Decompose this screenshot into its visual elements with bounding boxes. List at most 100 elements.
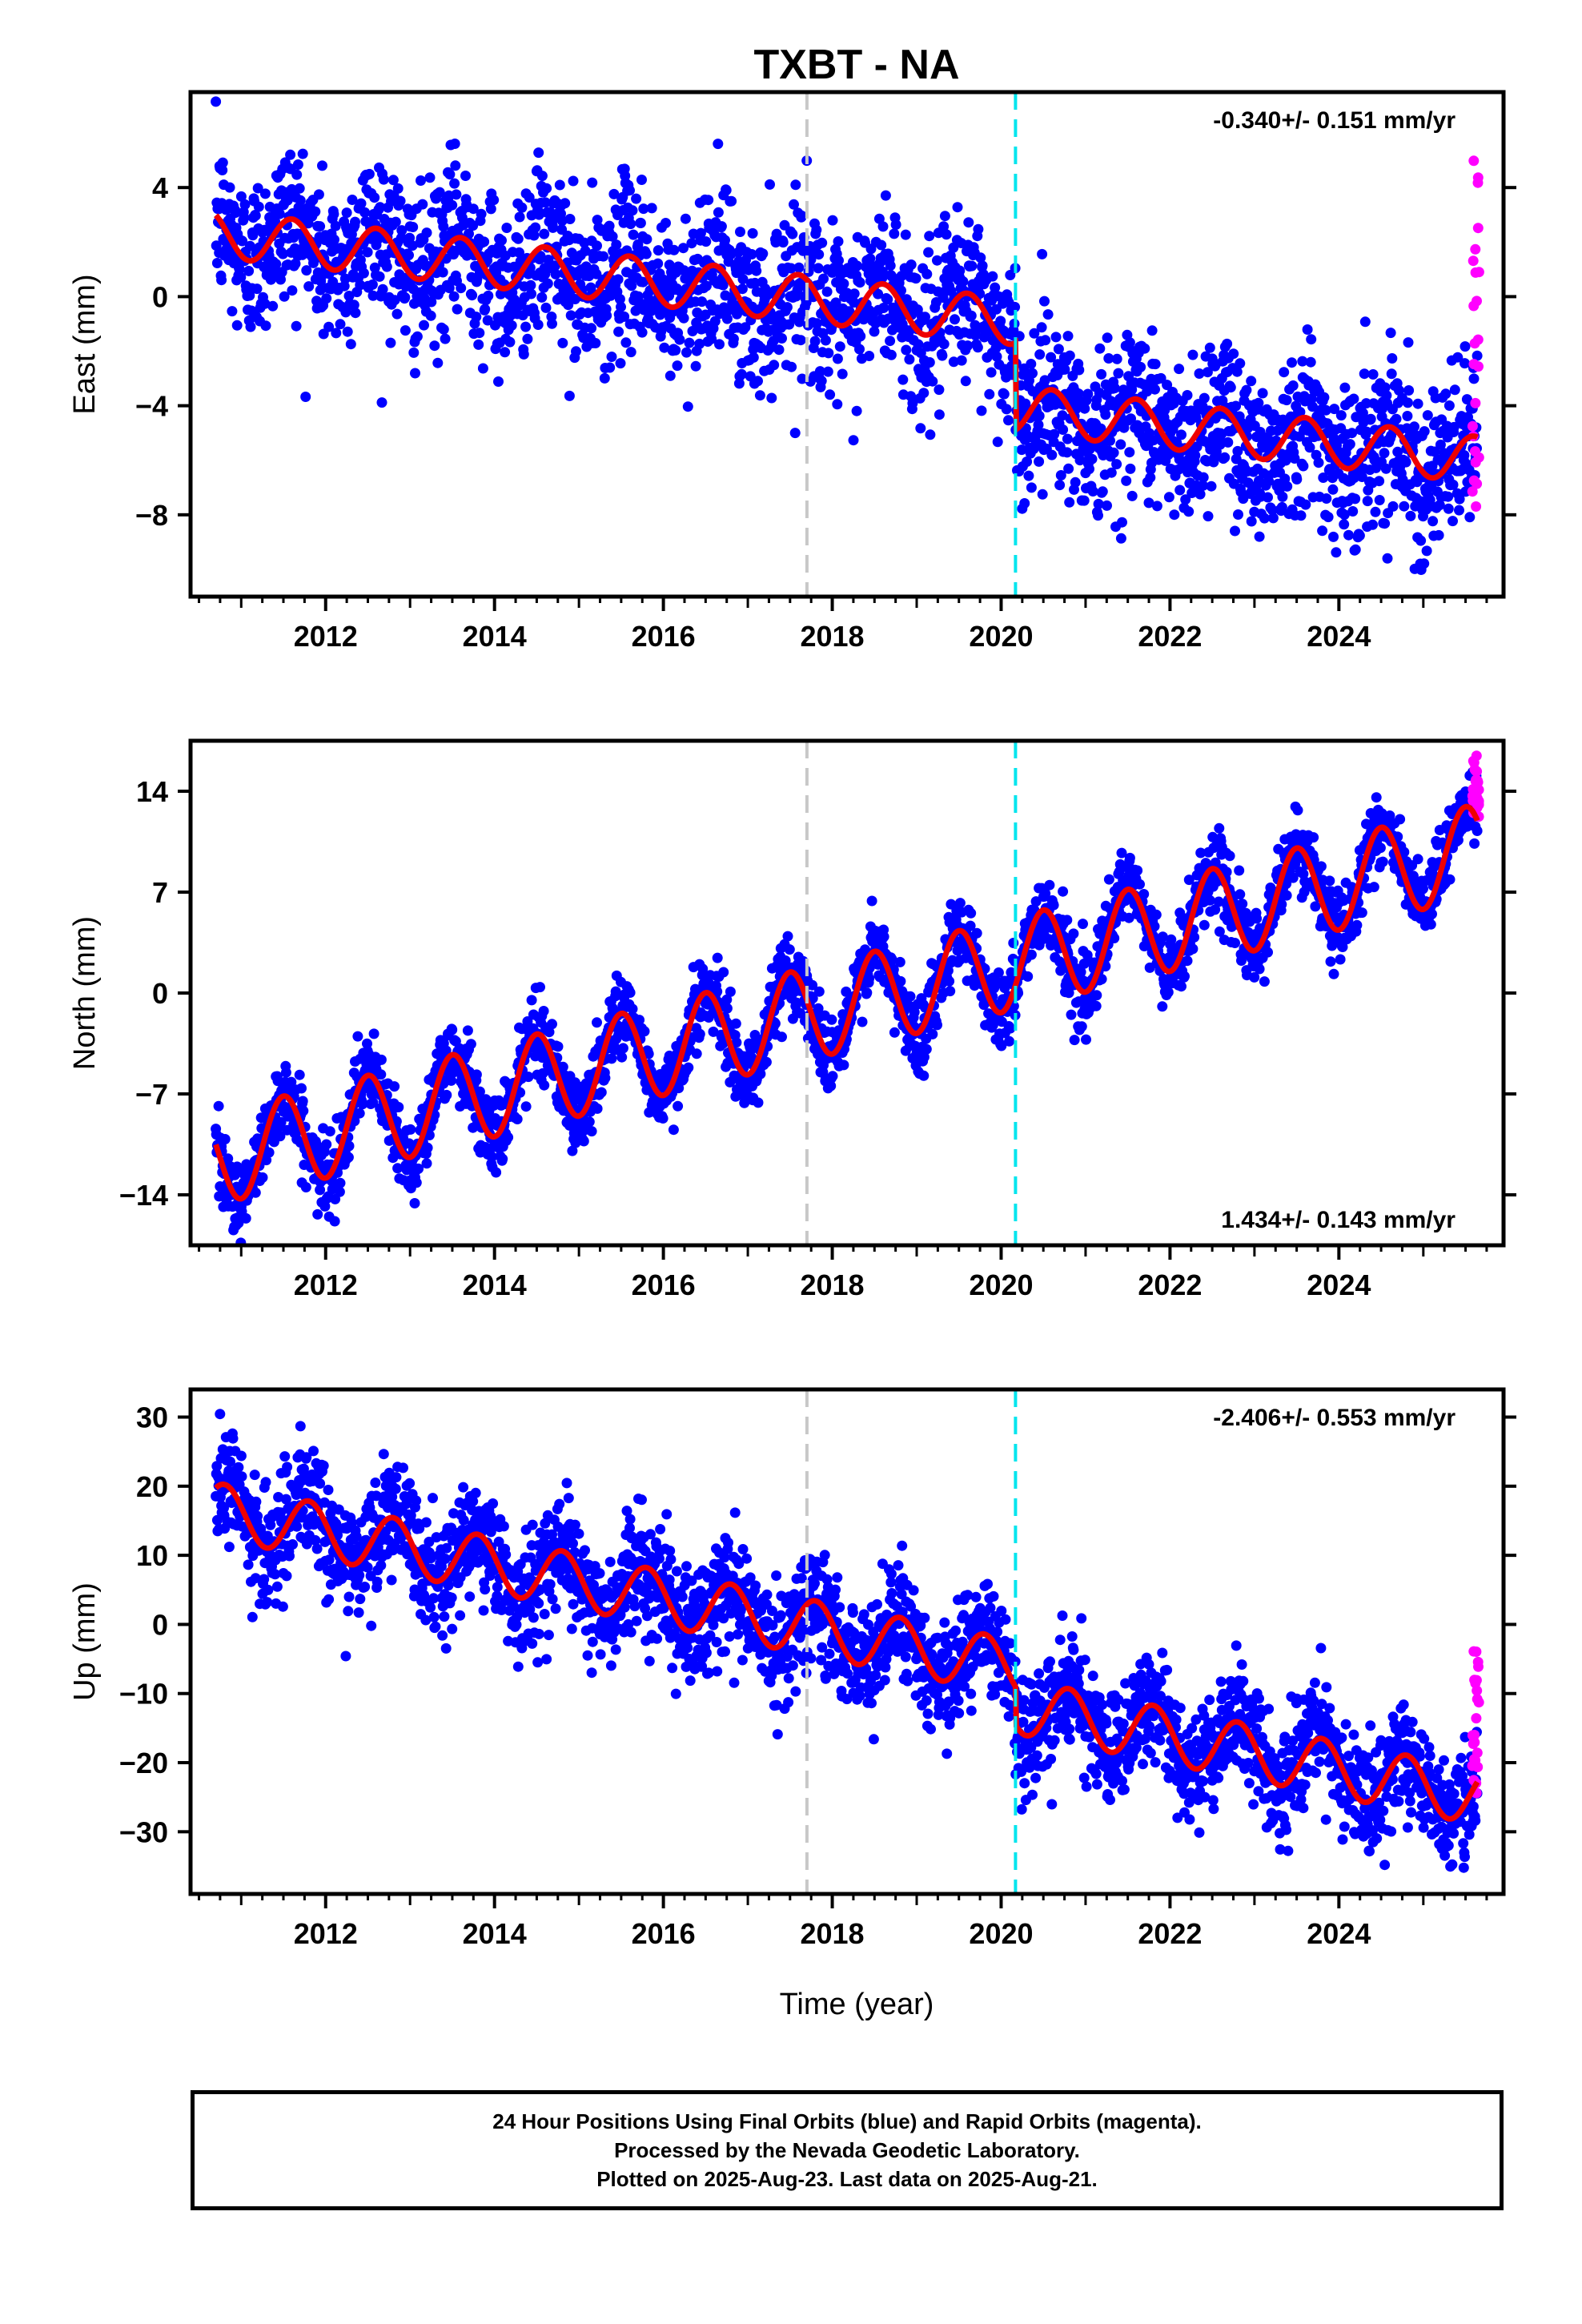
final-orbit-point [568,175,579,187]
final-orbit-point [1204,342,1215,353]
final-orbit-point [766,392,777,404]
final-orbit-point [901,344,912,356]
x-tick-label: 2014 [463,620,527,653]
final-orbit-point [1090,1000,1102,1011]
final-orbit-point [271,259,282,270]
final-orbit-point [1367,369,1379,380]
final-orbit-point [680,213,691,224]
final-orbit-point [321,1139,332,1150]
final-orbit-point [813,249,825,260]
final-orbit-point [533,147,544,159]
final-orbit-point [855,331,866,342]
final-orbit-point [599,372,610,384]
final-orbit-point [873,213,885,224]
final-orbit-point [674,334,685,345]
final-orbit-point [1121,475,1132,486]
final-orbit-point [514,211,525,223]
final-orbit-point [1291,474,1303,485]
final-orbit-point [1169,509,1180,521]
final-orbit-point [1115,533,1126,544]
final-orbit-point [826,1014,837,1025]
final-orbit-point [913,339,924,350]
final-orbit-point [1331,547,1342,558]
final-orbit-point [1126,413,1136,424]
final-orbit-point [954,265,966,276]
final-orbit-point [355,279,366,291]
final-orbit-point [1150,384,1160,395]
final-orbit-point [500,347,511,358]
final-orbit-point [584,1116,595,1128]
final-orbit-point [1182,955,1193,967]
final-orbit-point [1233,509,1243,520]
final-orbit-point [358,267,369,279]
final-orbit-point [1148,435,1159,446]
final-orbit-point [473,339,484,350]
final-orbit-point [737,274,749,285]
final-orbit-point [536,171,548,182]
final-orbit-point [921,268,933,279]
final-orbit-point [921,1043,932,1055]
final-orbit-point [1094,343,1106,354]
final-orbit-point [848,435,859,446]
final-orbit-point [1281,395,1292,406]
final-orbit-point [963,217,974,228]
final-orbit-point [552,1041,564,1052]
final-orbit-point [1405,510,1416,521]
final-orbit-point [315,221,326,232]
final-orbit-point [682,401,693,412]
final-orbit-point [905,991,916,1002]
final-orbit-point [1460,341,1471,352]
final-orbit-point [813,263,824,274]
final-orbit-point [1230,525,1240,537]
final-orbit-point [796,210,807,221]
final-orbit-point [297,1096,308,1107]
final-orbit-point [329,234,339,245]
final-orbit-point [625,347,636,358]
rapid-orbit-point [1472,177,1484,188]
final-orbit-point [1062,915,1073,926]
final-orbit-point [578,1136,589,1147]
final-orbit-point [387,175,399,186]
final-orbit-point [259,188,271,199]
final-orbit-point [811,318,822,329]
final-orbit-point [1402,397,1413,408]
final-orbit-point [678,312,689,324]
final-orbit-point [789,199,799,210]
final-orbit-point [1179,971,1190,982]
final-orbit-point [476,208,487,219]
final-orbit-point [1319,392,1330,403]
final-orbit-point [359,207,371,218]
final-orbit-point [668,1124,679,1136]
final-orbit-point [317,160,327,171]
final-orbit-point [211,258,223,268]
final-orbit-point [437,267,448,278]
final-orbit-point [1344,439,1355,450]
final-orbit-point [235,271,247,283]
final-orbit-point [1379,518,1391,529]
final-orbit-point [274,208,285,219]
final-orbit-point [321,293,332,304]
final-orbit-point [813,986,825,997]
final-orbit-point [1198,472,1209,483]
final-orbit-point [369,192,380,203]
final-orbit-point [335,1177,346,1188]
final-orbit-point [217,157,228,168]
final-orbit-point [1203,511,1214,522]
final-orbit-point [410,368,420,379]
final-orbit-point [1241,384,1252,396]
final-orbit-point [945,986,956,997]
final-orbit-point [348,300,359,311]
final-orbit-point [1235,358,1246,369]
final-orbit-point [934,384,945,396]
final-orbit-point [550,268,561,279]
final-orbit-point [1447,516,1458,527]
final-orbit-point [367,290,379,301]
rapid-orbit-point [1473,361,1484,372]
final-orbit-point [721,313,733,324]
final-orbit-point [263,1147,275,1158]
final-orbit-point [984,388,995,400]
final-orbit-point [1027,368,1038,379]
final-orbit-point [1263,492,1273,503]
final-orbit-point [385,337,396,348]
final-orbit-point [352,1031,363,1042]
